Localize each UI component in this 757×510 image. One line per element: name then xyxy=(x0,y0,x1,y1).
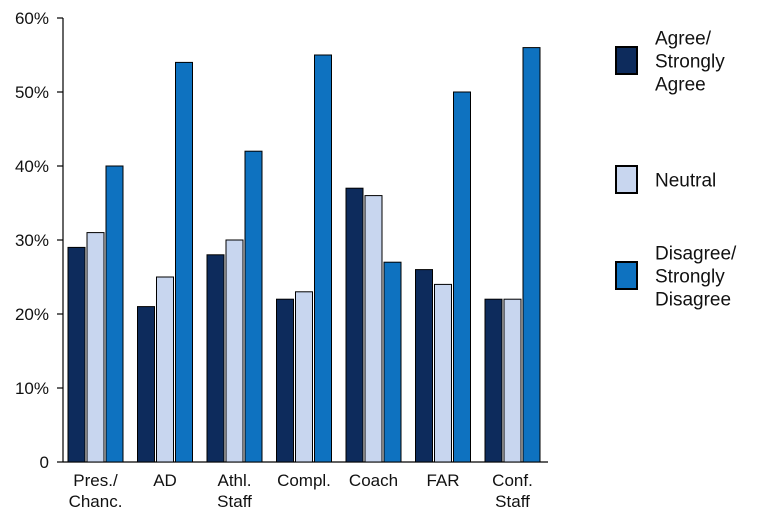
bar-agree xyxy=(345,187,364,463)
bar-disagree xyxy=(105,165,124,463)
x-category-label: Pres./ xyxy=(73,471,118,490)
bar-agree xyxy=(276,298,294,463)
y-tick-label: 60% xyxy=(15,9,49,28)
bar-disagree xyxy=(453,91,471,463)
bar-neutral xyxy=(156,276,174,463)
bar-agree xyxy=(415,269,433,463)
legend-label: Agree/ xyxy=(655,29,712,50)
bar-agree xyxy=(484,298,503,463)
legend-swatch-disagree xyxy=(615,261,638,290)
x-category-label: Staff xyxy=(217,492,252,510)
bar-neutral xyxy=(295,291,313,463)
y-tick-label: 50% xyxy=(15,83,49,102)
x-category-label: Staff xyxy=(495,492,530,510)
bar-neutral xyxy=(434,283,452,463)
legend-swatch-neutral xyxy=(615,165,638,194)
bar-disagree xyxy=(383,261,402,463)
bars xyxy=(67,47,541,463)
bar-disagree xyxy=(175,61,193,463)
bar-disagree xyxy=(244,150,263,463)
legend-label: Strongly xyxy=(655,52,725,73)
legend-label: Strongly xyxy=(655,267,725,288)
bar-agree xyxy=(137,306,155,463)
x-category-label: Chanc. xyxy=(69,492,123,510)
y-tick-label: 0 xyxy=(40,453,49,472)
legend: Agree/StronglyAgreeNeutralDisagree/Stron… xyxy=(615,29,737,311)
x-category-label: Athl. xyxy=(217,471,251,490)
legend-label: Agree xyxy=(655,75,706,96)
bar-disagree xyxy=(522,47,541,463)
bar-disagree xyxy=(314,54,332,463)
x-category-label: AD xyxy=(153,471,177,490)
legend-label: Neutral xyxy=(655,171,716,192)
y-tick-label: 10% xyxy=(15,379,49,398)
y-tick-label: 30% xyxy=(15,231,49,250)
bar-neutral xyxy=(364,195,383,463)
bar-neutral xyxy=(503,298,522,463)
x-category-label: Coach xyxy=(349,471,398,490)
y-tick-label: 40% xyxy=(15,157,49,176)
legend-swatch-agree xyxy=(615,46,638,75)
legend-label: Disagree/ xyxy=(655,244,737,265)
x-category-label: Conf. xyxy=(492,471,533,490)
y-tick-label: 20% xyxy=(15,305,49,324)
bar-neutral xyxy=(225,239,244,463)
x-axis-labels: Pres./ Chanc. AD Athl. Staff Compl. Coach FAR Co… xyxy=(69,471,533,510)
bar-agree xyxy=(67,246,86,463)
legend-label: Disagree xyxy=(655,290,731,311)
axes: 0 10% 20% 30% 40% 50% 60% xyxy=(15,9,548,472)
x-category-label: FAR xyxy=(426,471,459,490)
bar-neutral xyxy=(86,232,105,463)
bar-agree xyxy=(206,254,225,463)
x-category-label: Compl. xyxy=(277,471,331,490)
